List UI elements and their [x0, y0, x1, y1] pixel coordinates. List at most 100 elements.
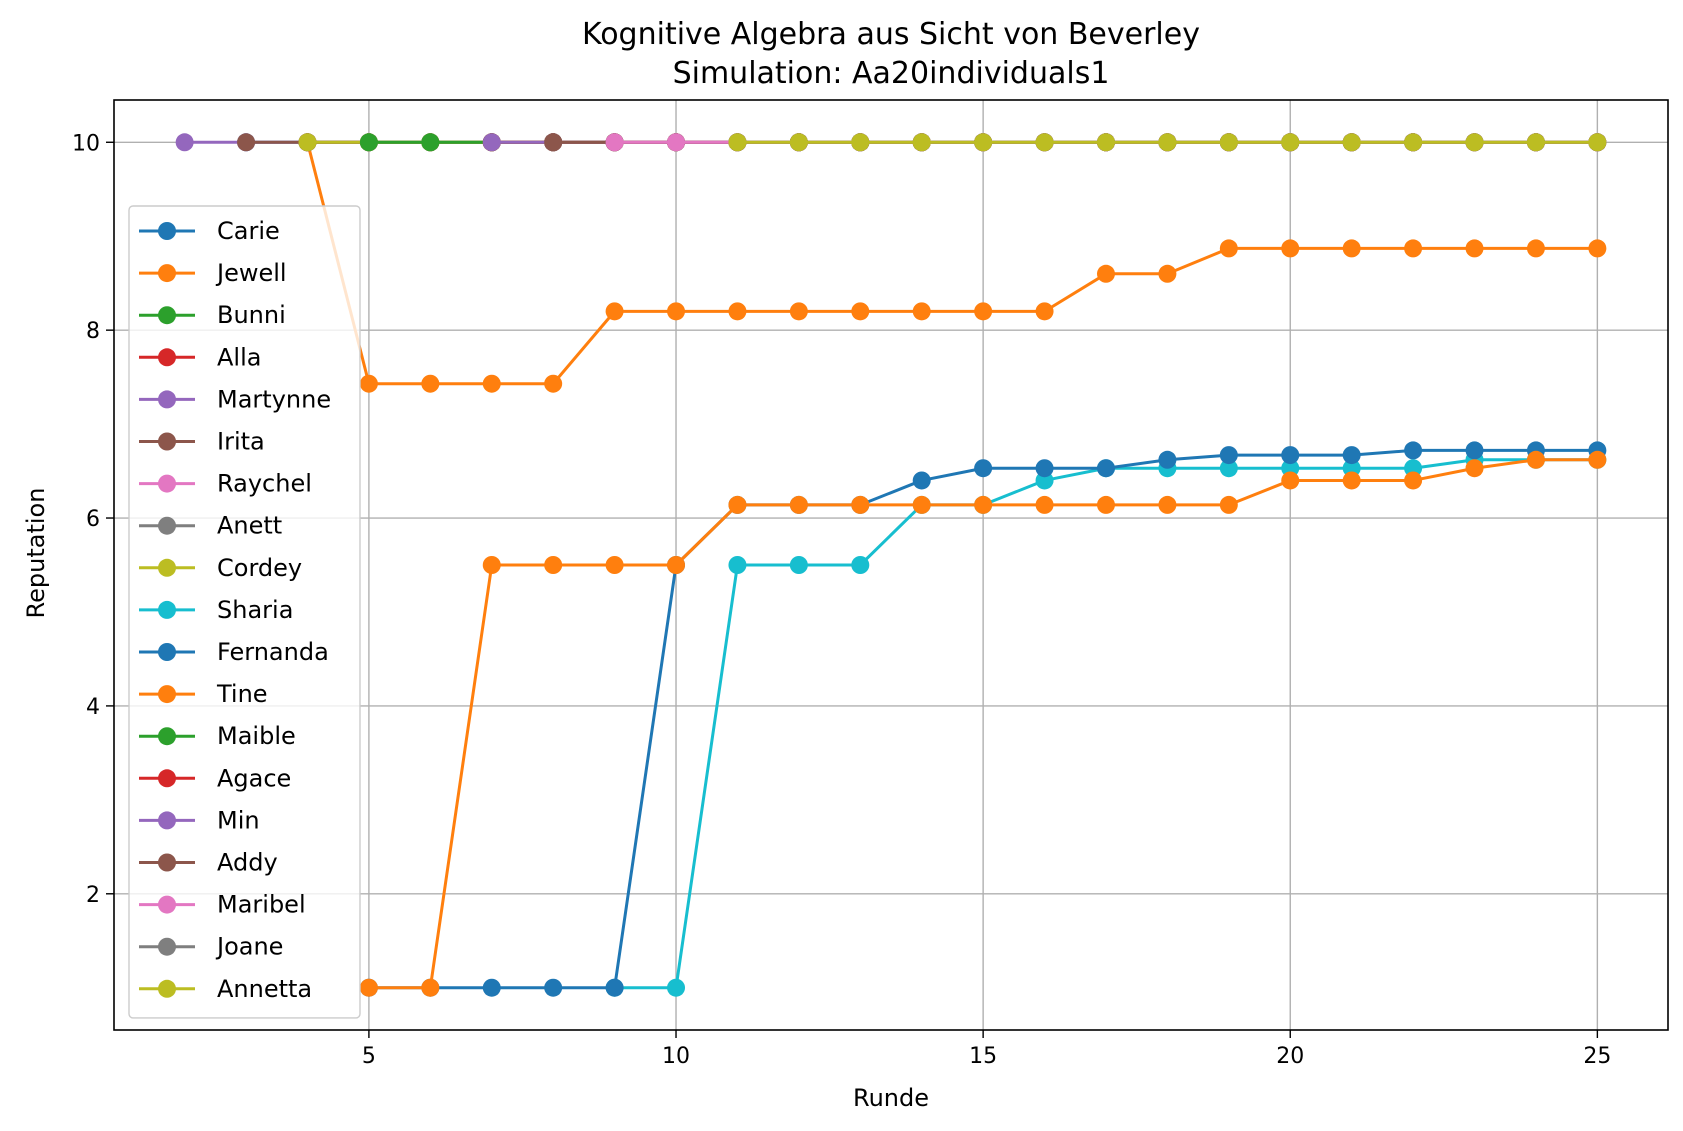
data-point	[1526, 450, 1545, 469]
data-point	[1281, 471, 1300, 490]
x-tick-label: 15	[969, 1044, 997, 1069]
data-point	[1219, 239, 1238, 258]
data-point	[482, 133, 501, 152]
series-layer	[175, 133, 1607, 997]
x-tick-label: 25	[1583, 1044, 1611, 1069]
legend-marker	[158, 895, 176, 914]
legend-marker	[158, 685, 176, 704]
legend-item: Min	[139, 806, 260, 834]
legend-label: Alla	[217, 343, 261, 371]
legend-item: Raychel	[139, 470, 312, 498]
chart-subtitle: Simulation: Aa20individuals1	[673, 56, 1110, 91]
legend-label: Sharia	[217, 596, 293, 624]
legend-label: Raychel	[217, 470, 312, 498]
legend-item: Martynne	[139, 385, 331, 413]
legend-item: Alla	[139, 343, 261, 371]
y-tick-label: 2	[86, 883, 100, 908]
data-point	[1404, 441, 1423, 460]
data-point	[728, 556, 747, 574]
data-point	[605, 133, 624, 152]
data-point	[1158, 450, 1177, 469]
data-point	[1465, 239, 1484, 258]
data-point	[544, 374, 563, 393]
legend-item: Fernanda	[139, 638, 329, 666]
legend: Carie Jewell Bunni Alla Martynne Irita Raychel…	[128, 205, 361, 1019]
legend-label: Agace	[217, 764, 291, 792]
data-point	[789, 495, 808, 514]
legend-marker	[158, 222, 176, 240]
legend-marker	[158, 348, 176, 367]
data-point	[728, 133, 747, 152]
legend-item: Sharia	[139, 596, 293, 624]
legend-marker	[158, 811, 176, 830]
series-tine	[359, 450, 1607, 997]
data-point	[482, 374, 501, 393]
data-point	[912, 133, 931, 152]
data-point	[482, 556, 501, 574]
data-point	[1281, 446, 1300, 465]
data-point	[667, 302, 686, 321]
data-point	[1526, 239, 1545, 258]
axis-ticks: 5 10 15 20 25 2 4 6 8 10	[72, 131, 1611, 1069]
data-point	[1035, 133, 1054, 152]
legend-marker	[158, 516, 176, 535]
data-point	[851, 556, 870, 574]
data-point	[1404, 239, 1423, 258]
legend-label: Tine	[216, 680, 268, 708]
data-point	[1281, 133, 1300, 152]
legend-label: Carie	[217, 217, 280, 245]
legend-label: Min	[217, 806, 260, 834]
series-jewell	[298, 133, 1607, 393]
data-point	[1465, 459, 1484, 478]
data-point	[605, 978, 624, 997]
data-point	[1342, 239, 1361, 258]
legend-marker	[158, 727, 176, 746]
data-point	[912, 302, 931, 321]
legend-label: Joane	[215, 933, 283, 961]
data-point	[1342, 471, 1361, 490]
data-point	[1158, 264, 1177, 283]
legend-label: Anett	[217, 512, 282, 540]
data-point	[421, 374, 440, 393]
data-point	[789, 302, 808, 321]
data-point	[1035, 495, 1054, 514]
data-point	[237, 133, 256, 152]
data-point	[1035, 302, 1054, 321]
y-tick-label: 10	[72, 131, 100, 156]
legend-label: Fernanda	[217, 638, 329, 666]
legend-marker	[158, 853, 176, 872]
legend-marker	[158, 769, 176, 788]
legend-item: Bunni	[139, 301, 286, 329]
data-point	[974, 459, 993, 478]
data-point	[1465, 441, 1484, 460]
data-point	[1219, 459, 1238, 478]
legend-label: Martynne	[217, 385, 331, 413]
legend-marker	[158, 432, 176, 451]
series-line	[306, 141, 1598, 386]
data-point	[544, 133, 563, 152]
data-point	[1465, 133, 1484, 152]
data-point	[1096, 459, 1115, 478]
data-point	[421, 978, 440, 997]
legend-item: Cordey	[139, 554, 302, 582]
data-point	[1342, 446, 1361, 465]
data-point	[544, 978, 563, 997]
legend-marker	[158, 390, 176, 409]
legend-item: Maible	[139, 722, 296, 750]
x-tick-label: 5	[362, 1044, 376, 1069]
legend-label: Annetta	[217, 975, 312, 1003]
y-tick-label: 6	[86, 507, 100, 532]
legend-item: Joane	[139, 933, 283, 961]
legend-item: Agace	[139, 764, 291, 792]
legend-item: Anett	[139, 512, 282, 540]
y-axis-label: Reputation	[22, 488, 50, 619]
legend-marker	[158, 474, 176, 493]
data-point	[912, 471, 931, 490]
legend-label: Bunni	[217, 301, 286, 329]
data-point	[789, 556, 808, 574]
data-point	[1588, 239, 1607, 258]
data-point	[974, 133, 993, 152]
data-point	[667, 556, 686, 574]
data-point	[1281, 239, 1300, 258]
